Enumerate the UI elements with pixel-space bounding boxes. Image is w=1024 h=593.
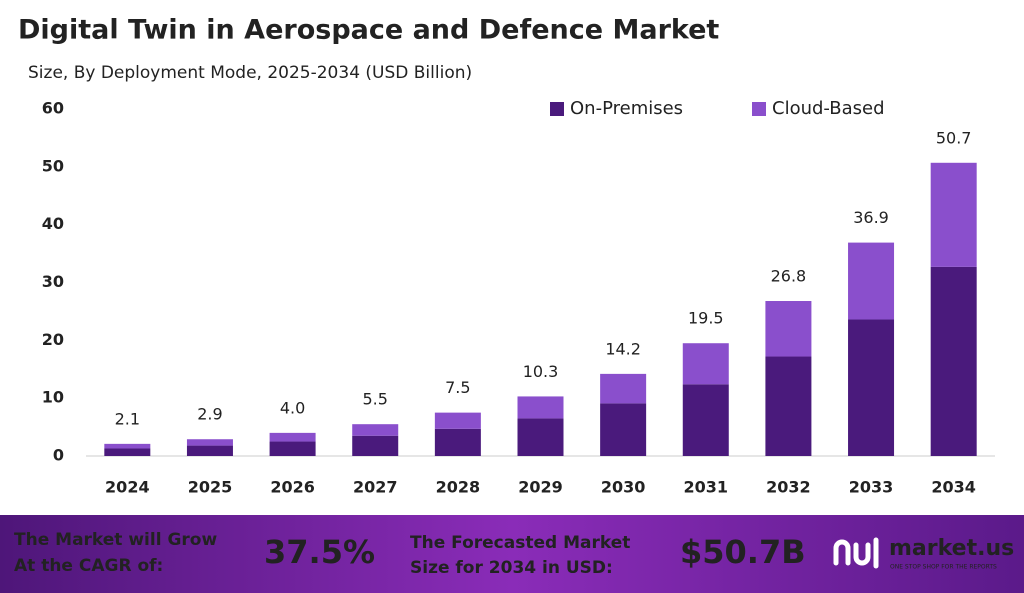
bar-segment	[517, 418, 564, 456]
bar-segment	[104, 443, 151, 449]
x-tick-label: 2026	[270, 478, 315, 497]
x-tick-label: 2033	[849, 478, 894, 497]
x-tick-label: 2024	[105, 478, 150, 497]
forecast-text: The Forecasted Market	[410, 533, 630, 553]
x-tick-label: 2027	[353, 478, 398, 497]
legend-swatch	[550, 102, 564, 116]
x-tick-label: 2032	[766, 478, 811, 497]
y-tick-label: 40	[42, 214, 64, 233]
bar-segment	[269, 441, 316, 456]
x-tick-label: 2030	[601, 478, 646, 497]
cagr-text: The Market will Grow	[14, 530, 217, 550]
bar-segment	[600, 373, 647, 404]
bar-segment	[434, 428, 481, 456]
y-tick-label: 0	[53, 446, 64, 465]
chart-subtitle: Size, By Deployment Mode, 2025-2034 (USD…	[28, 63, 472, 83]
total-label: 36.9	[853, 208, 889, 227]
y-tick-label: 30	[42, 272, 64, 291]
x-tick-label: 2031	[684, 478, 729, 497]
y-tick-label: 50	[42, 156, 64, 175]
total-label: 10.3	[523, 362, 559, 381]
bar-segment	[600, 403, 647, 456]
legend-label: On-Premises	[570, 98, 683, 119]
bar-segment	[104, 448, 151, 456]
bar-segment	[352, 424, 399, 436]
x-tick-label: 2028	[436, 478, 481, 497]
total-label: 2.1	[115, 409, 140, 428]
chart-title: Digital Twin in Aerospace and Defence Ma…	[18, 15, 719, 46]
total-label: 5.5	[363, 390, 388, 409]
legend-swatch	[752, 102, 766, 116]
x-tick-label: 2034	[931, 478, 976, 497]
bar-segment	[682, 343, 729, 385]
bar-segment	[434, 412, 481, 429]
x-tick-label: 2025	[188, 478, 233, 497]
total-label: 50.7	[936, 128, 972, 147]
y-tick-label: 20	[42, 330, 64, 349]
bar-segment	[930, 266, 977, 456]
brand-tagline: ONE STOP SHOP FOR THE REPORTS	[890, 564, 997, 571]
legend-label: Cloud-Based	[772, 98, 885, 119]
bar-segment	[765, 356, 812, 456]
bar-segment	[848, 242, 895, 320]
x-tick-label: 2029	[518, 478, 563, 497]
cagr-value: 37.5%	[264, 533, 375, 571]
bar-segment	[186, 445, 233, 456]
total-label: 14.2	[605, 339, 641, 358]
forecast-value: $50.7B	[680, 533, 806, 571]
bar-segment	[517, 396, 564, 419]
footer-band	[0, 515, 1024, 593]
bar-segment	[848, 319, 895, 456]
bar-segment	[352, 435, 399, 456]
total-label: 19.5	[688, 309, 724, 328]
total-label: 4.0	[280, 398, 305, 417]
total-label: 2.9	[197, 405, 222, 424]
brand-name: market.us	[889, 536, 1014, 561]
bar-segment	[269, 432, 316, 442]
cagr-text: At the CAGR of:	[14, 556, 163, 576]
bar-segment	[682, 384, 729, 456]
bar-segment	[186, 439, 233, 446]
brand-logo	[833, 537, 879, 569]
forecast-text: Size for 2034 in USD:	[410, 558, 613, 578]
y-tick-label: 10	[42, 388, 64, 407]
bar-segment	[930, 162, 977, 267]
total-label: 7.5	[445, 378, 470, 397]
total-label: 26.8	[771, 267, 807, 286]
y-tick-label: 60	[42, 99, 64, 118]
bar-segment	[765, 301, 812, 357]
